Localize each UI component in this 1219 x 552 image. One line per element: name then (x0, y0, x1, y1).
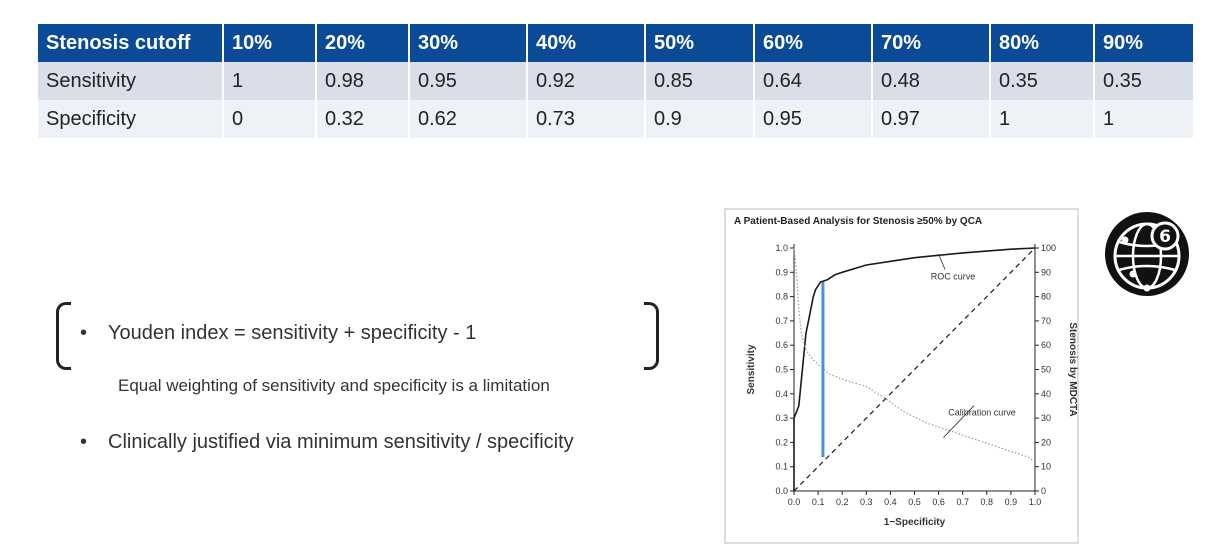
x-tick-label: 0.8 (981, 497, 994, 507)
x-tick-label: 1.0 (1029, 497, 1042, 507)
x-tick-label: 0.5 (908, 497, 921, 507)
header-cell: 10% (224, 24, 317, 62)
header-cell: Stenosis cutoff (38, 24, 224, 62)
y-tick-label: 1.0 (775, 243, 788, 253)
header-cell: 30% (410, 24, 528, 62)
table-cell: 1 (224, 62, 317, 100)
y2-tick-label: 10 (1041, 462, 1051, 472)
x-tick-label: 0.4 (884, 497, 897, 507)
clinical-justification-text: Clinically justified via minimum sensiti… (108, 431, 574, 453)
table-cell: 1 (1095, 100, 1193, 138)
y2-axis-label: Stenosis by MDCTA (1067, 322, 1078, 416)
roc-chart: A Patient-Based Analysis for Stenosis ≥5… (724, 208, 1079, 544)
chart-title: A Patient-Based Analysis for Stenosis ≥5… (734, 216, 982, 227)
roc-curve-pointer (938, 253, 946, 270)
y-tick-label: 0.4 (775, 389, 788, 399)
bullet-clinical: • Clinically justified via minimum sensi… (80, 431, 660, 457)
table-cell: 0.98 (317, 62, 410, 100)
table-cell: 0.92 (528, 62, 646, 100)
youden-index-text: Youden index = sensitivity + specificity… (108, 322, 477, 344)
y2-tick-label: 100 (1041, 243, 1056, 253)
table-cell: 0.32 (317, 100, 410, 138)
y2-tick-label: 80 (1041, 292, 1051, 302)
bullet-youden: • Youden index = sensitivity + specifici… (80, 322, 620, 348)
header-cell: 70% (873, 24, 991, 62)
calibration-curve-annotation: Calibration curve (948, 408, 1016, 418)
y2-tick-label: 60 (1041, 340, 1051, 350)
table-cell: 0.85 (646, 62, 755, 100)
bullet-glyph: • (80, 431, 88, 453)
x-tick-label: 0.1 (812, 497, 825, 507)
header-cell: 40% (528, 24, 646, 62)
y-tick-label: 0.9 (775, 267, 788, 277)
table-cell: 0.73 (528, 100, 646, 138)
y2-tick-label: 20 (1041, 437, 1051, 447)
table-cell: 0.35 (1095, 62, 1193, 100)
header-cell: 80% (991, 24, 1095, 62)
calibration-curve-pointer (943, 405, 975, 438)
y-tick-label: 0.5 (775, 365, 788, 375)
roc-curve-line (793, 247, 1036, 491)
y2-tick-label: 40 (1041, 389, 1051, 399)
logo-number: 6 (1159, 227, 1171, 247)
header-cell: 50% (646, 24, 755, 62)
table-cell: 0 (224, 100, 317, 138)
y2-tick-label: 0 (1041, 486, 1046, 496)
x-tick-label: 0.9 (1005, 497, 1018, 507)
table-row-specificity: Specificity 0 0.32 0.62 0.73 0.9 0.95 0.… (38, 100, 1193, 138)
x-tick-label: 0.3 (860, 497, 873, 507)
y-tick-label: 0.3 (775, 413, 788, 423)
bullet-glyph: • (80, 322, 88, 344)
table-cell: 0.64 (755, 62, 873, 100)
x-tick-label: 0.0 (788, 497, 801, 507)
table-cell: 0.95 (410, 62, 528, 100)
x-tick-label: 0.2 (836, 497, 849, 507)
stenosis-cutoff-table: Stenosis cutoff 10% 20% 30% 40% 50% 60% … (38, 24, 1193, 138)
y-tick-label: 0.8 (775, 292, 788, 302)
y2-tick-label: 30 (1041, 413, 1051, 423)
table-cell: 0.9 (646, 100, 755, 138)
y-tick-label: 0.7 (775, 316, 788, 326)
limitation-note: Equal weighting of sensitivity and speci… (118, 376, 550, 395)
table-cell: 0.48 (873, 62, 991, 100)
table-row-sensitivity: Sensitivity 1 0.98 0.95 0.92 0.85 0.64 0… (38, 62, 1193, 100)
header-cell: 60% (755, 24, 873, 62)
table-header-row: Stenosis cutoff 10% 20% 30% 40% 50% 60% … (38, 24, 1193, 62)
globe-network-icon: 6 (1103, 210, 1191, 298)
header-cell: 20% (317, 24, 410, 62)
x-tick-label: 0.7 (956, 497, 969, 507)
right-bracket (644, 302, 659, 370)
x-axis-label: 1−Specificity (884, 517, 946, 528)
y-tick-label: 0.2 (775, 437, 788, 447)
y-axis-label: Sensitivity (746, 344, 757, 394)
table-cell: 0.95 (755, 100, 873, 138)
table-cell: 1 (991, 100, 1095, 138)
x-tick-label: 0.6 (932, 497, 945, 507)
row-label: Sensitivity (38, 62, 224, 100)
table-cell: 0.97 (873, 100, 991, 138)
table-cell: 0.35 (991, 62, 1095, 100)
y-tick-label: 0.1 (775, 462, 788, 472)
y2-tick-label: 90 (1041, 267, 1051, 277)
y-tick-label: 0.6 (775, 340, 788, 350)
y2-tick-label: 50 (1041, 365, 1051, 375)
header-cell: 90% (1095, 24, 1193, 62)
y-tick-label: 0.0 (775, 486, 788, 496)
table-cell: 0.62 (410, 100, 528, 138)
roc-curve-annotation: ROC curve (931, 272, 976, 282)
roc-figure: A Patient-Based Analysis for Stenosis ≥5… (724, 208, 1079, 544)
row-label: Specificity (38, 100, 224, 138)
reference-diagonal-line (793, 247, 1036, 492)
y2-tick-label: 70 (1041, 316, 1051, 326)
calibration-curve-line (793, 247, 1036, 463)
left-bracket (56, 302, 71, 370)
